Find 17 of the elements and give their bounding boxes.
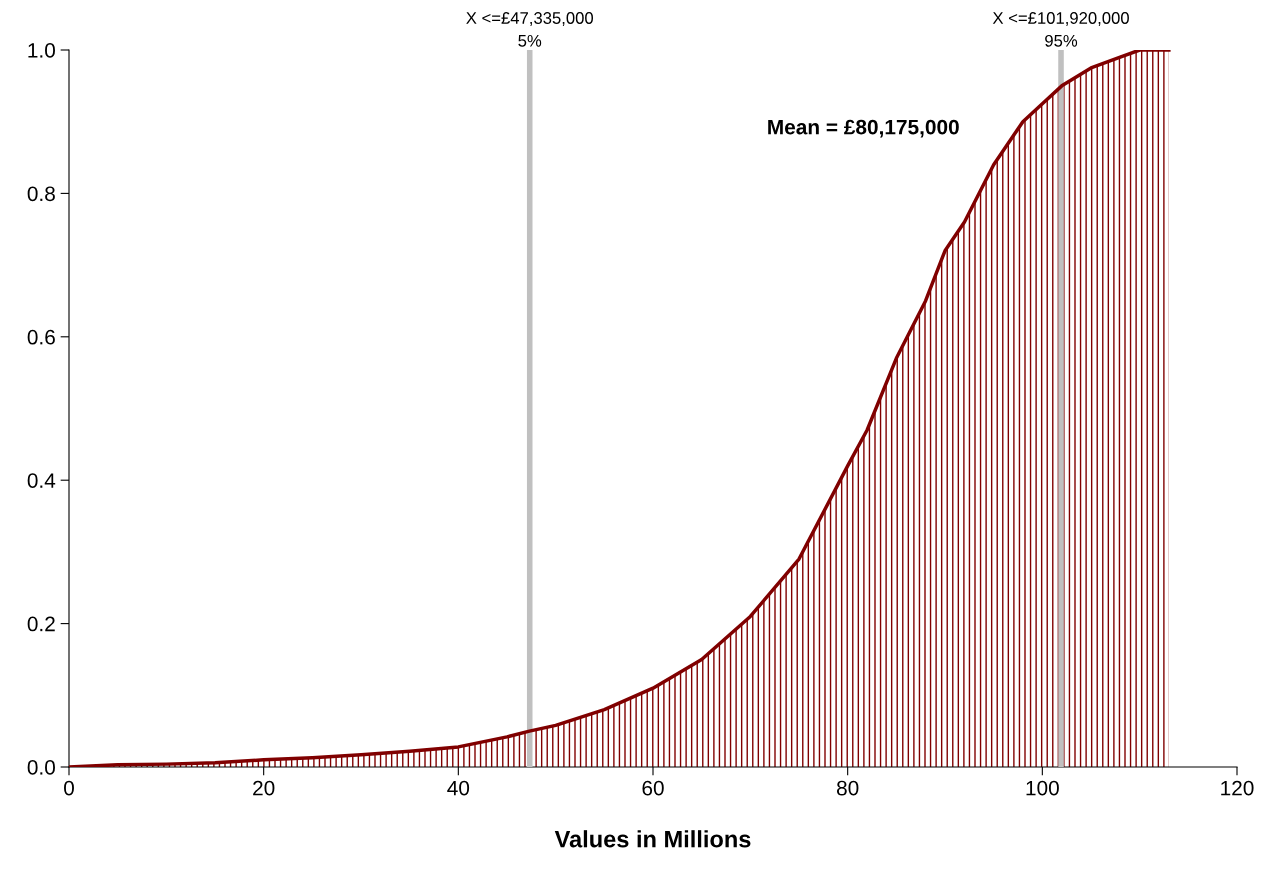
ref-line-label: X <=£47,335,000 5%: [466, 12, 594, 47]
x-tick-label: 100: [1026, 780, 1059, 796]
x-tick-label: 80: [836, 780, 859, 796]
y-tick-label: 0.2: [27, 616, 55, 632]
x-tick-label: 40: [447, 780, 470, 796]
x-tick-label: 0: [64, 780, 74, 796]
y-tick-label: 0.0: [27, 760, 55, 775]
annotation: Mean = £80,175,000: [768, 119, 959, 138]
y-tick-label: 0.4: [27, 473, 56, 488]
ref-line-label: X <=£101,920,000 95%: [992, 12, 1129, 47]
y-tick-label: 0.8: [27, 186, 55, 202]
x-tick-label: 120: [1221, 780, 1254, 796]
x-tick-label: 20: [253, 780, 275, 796]
x-axis-title: Values in Millions: [554, 830, 751, 848]
y-tick-label: 0.6: [27, 329, 55, 345]
y-tick-label: 1.0: [28, 43, 55, 58]
x-tick-label: 60: [642, 780, 664, 796]
